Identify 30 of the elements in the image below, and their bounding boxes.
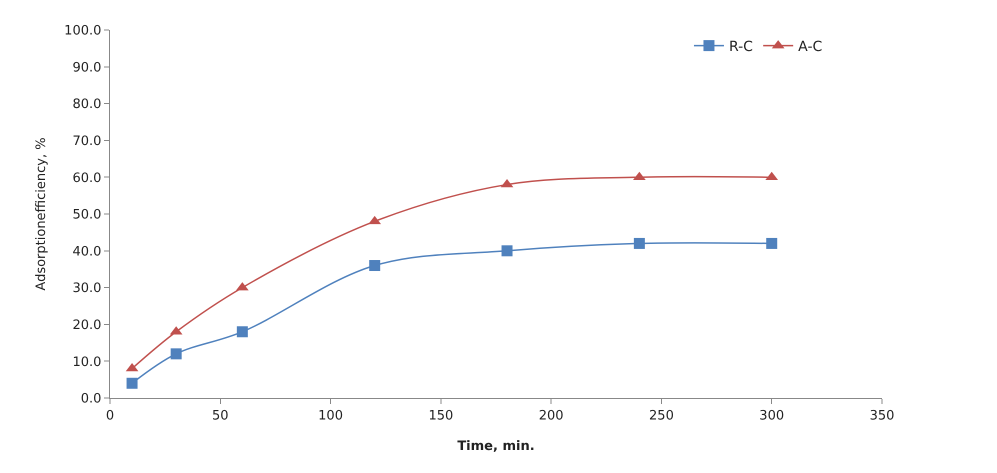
point xyxy=(236,326,248,338)
y-tick-label: 30.0 xyxy=(72,281,102,296)
y-axis-title: Adsorptionefficiency, % xyxy=(34,137,50,291)
x-tick-label: 50 xyxy=(212,408,229,424)
x-tick-label: 300 xyxy=(759,408,784,424)
point xyxy=(502,245,513,256)
x-tick-label: 250 xyxy=(649,408,674,424)
x-tick-label: 0 xyxy=(106,408,114,424)
point xyxy=(369,260,380,272)
legend-label: A-C xyxy=(798,39,822,56)
y-tick-label: 90.0 xyxy=(72,60,102,76)
x-axis-title: Time, min. xyxy=(457,439,535,454)
point xyxy=(126,378,138,389)
x-tick-label: 150 xyxy=(428,408,454,424)
y-tick-label: 70.0 xyxy=(72,134,102,149)
point xyxy=(634,238,645,249)
point xyxy=(170,348,182,360)
legend-label: R-C xyxy=(728,39,754,56)
y-tick-label: 10.0 xyxy=(72,354,102,370)
y-tick-label: 60.0 xyxy=(72,170,102,186)
y-tick-label: 40.0 xyxy=(72,244,102,260)
x-tick-label: 100 xyxy=(318,408,343,424)
x-tick-label: 200 xyxy=(538,408,564,424)
y-tick-label: 100.0 xyxy=(64,24,102,39)
y-tick-label: 0.0 xyxy=(80,392,102,407)
y-tick-label: 80.0 xyxy=(72,97,102,112)
x-tick-label: 350 xyxy=(870,408,894,424)
y-tick-label: 50.0 xyxy=(72,208,102,223)
point xyxy=(766,238,778,249)
y-tick-label: 20.0 xyxy=(72,318,102,333)
